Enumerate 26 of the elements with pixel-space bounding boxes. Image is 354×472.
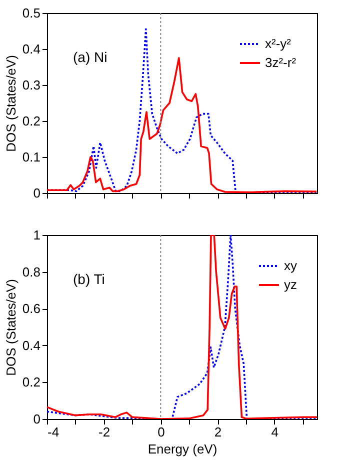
x-tick-label: -2: [98, 424, 110, 440]
y-tick-label: 0: [33, 186, 40, 200]
y-tick-label: 1: [33, 228, 40, 242]
y-tick-label: 0.6: [22, 301, 40, 316]
y-tick-label: 0.8: [22, 264, 40, 280]
legend-label: x²-y²: [265, 36, 292, 51]
y-axis-title: DOS (States/eV): [3, 55, 18, 152]
annotation: (b) Ti: [73, 271, 105, 287]
y-tick-label: 0.2: [22, 114, 40, 128]
x-tick-label: 4: [271, 424, 278, 440]
y-tick-label: 0.4: [22, 338, 40, 353]
annotation: (a) Ni: [73, 49, 108, 65]
y-tick-label: 0.2: [22, 374, 40, 390]
y-tick-label: 0.4: [22, 42, 40, 56]
y-tick-label: 0.3: [22, 78, 40, 92]
legend-label: yz: [284, 277, 297, 292]
x-tick-label: 0: [158, 424, 165, 440]
y-axis-title: DOS (States/eV): [3, 279, 18, 376]
x-axis-title: Energy (eV): [148, 442, 218, 456]
y-tick-label: 0: [33, 412, 40, 426]
x-tick-label: 2: [214, 424, 222, 440]
y-tick-label: 0.1: [22, 150, 40, 164]
x-tick-label: -4: [48, 424, 60, 440]
legend-label: xy: [284, 258, 298, 273]
y-tick-label: 0.5: [22, 6, 40, 20]
legend-label: 3z²-r²: [265, 55, 297, 70]
